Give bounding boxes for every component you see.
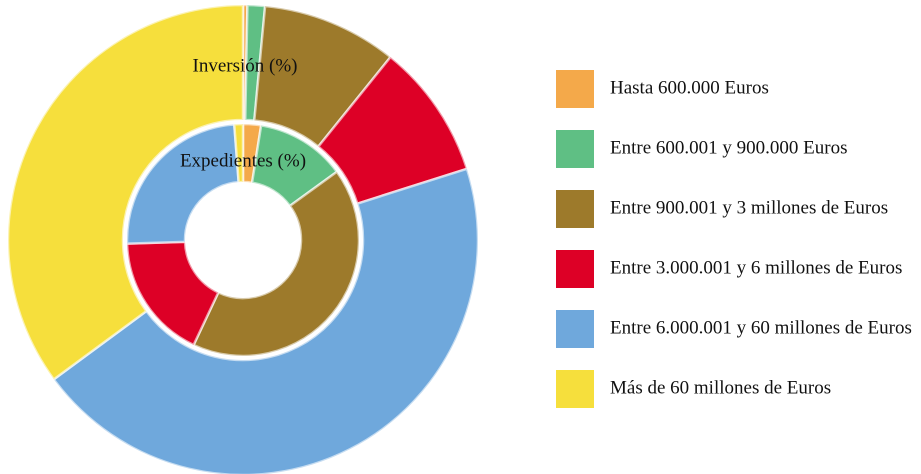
legend-swatch [556,310,594,348]
legend-swatch [556,70,594,108]
donut-segment [6,3,245,382]
legend-label: Entre 6.000.001 y 60 millones de Euros [610,317,912,338]
legend-label: Hasta 600.000 Euros [610,77,769,98]
donut-segment [232,122,245,184]
legend-swatch [556,130,594,168]
legend-label: Más de 60 millones de Euros [610,377,831,398]
legend-swatch [556,250,594,288]
legend-swatch [556,370,594,408]
legend-label: Entre 600.001 y 900.000 Euros [610,137,847,158]
ring-label: Expedientes (%) [180,150,306,171]
ring-label: Inversión (%) [193,55,298,76]
legend-label: Entre 900.001 y 3 millones de Euros [610,197,888,218]
donut-segment [52,167,480,474]
donut-segment [191,170,361,358]
legend-swatch [556,190,594,228]
donut-segment [125,122,240,245]
legend-label: Entre 3.000.001 y 6 millones de Euros [610,257,902,278]
